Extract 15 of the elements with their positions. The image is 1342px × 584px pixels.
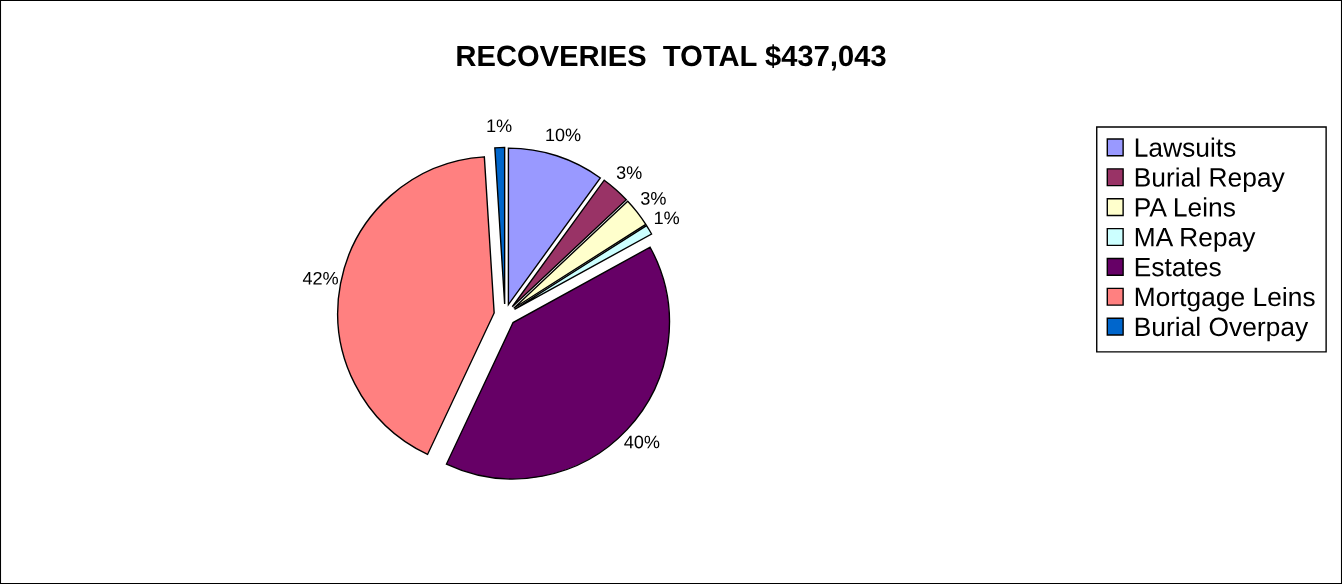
data-label: 3% xyxy=(641,191,666,205)
legend-label: Mortgage Leins xyxy=(1135,286,1315,312)
data-label: 42% xyxy=(302,271,338,285)
legend-label: Lawsuits xyxy=(1135,137,1236,157)
chart-title: RECOVERIES TOTAL $437,043 xyxy=(457,44,886,71)
legend-label: PA Leins xyxy=(1135,197,1235,217)
data-label: 40% xyxy=(624,435,660,449)
data-label: 1% xyxy=(487,119,512,133)
data-label: 10% xyxy=(546,128,581,142)
legend-label: Burial Overpay xyxy=(1135,316,1309,342)
legend-label: Estates xyxy=(1135,257,1221,277)
data-label: 3% xyxy=(616,166,642,179)
legend-label: Burial Repay xyxy=(1135,167,1285,192)
legend-label: MA Repay xyxy=(1135,228,1256,252)
data-label: 1% xyxy=(654,211,680,225)
